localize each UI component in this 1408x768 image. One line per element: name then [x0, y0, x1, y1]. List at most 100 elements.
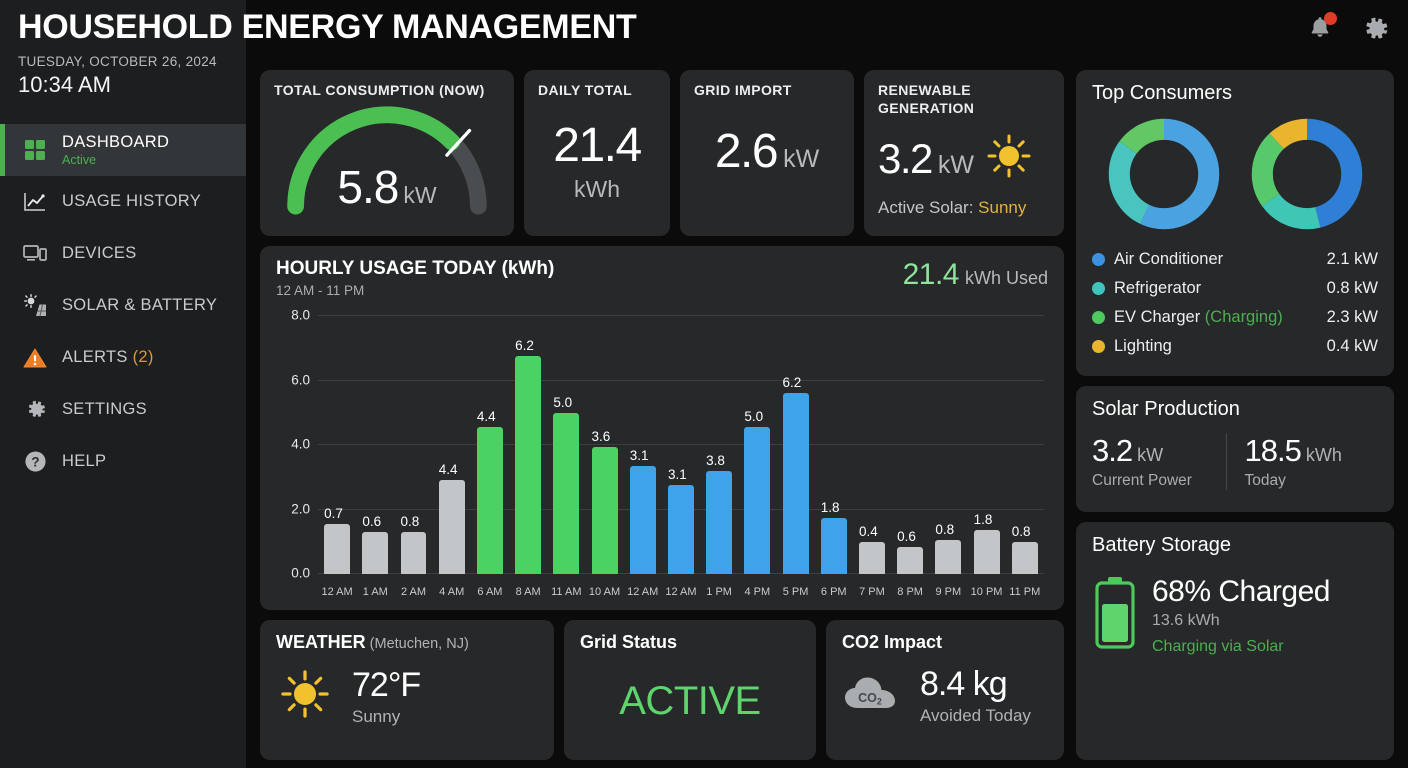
legend-item[interactable]: EV Charger (Charging) 2.3 kW [1092, 303, 1378, 332]
chart-bar-slot[interactable]: 0.8 [394, 316, 432, 574]
weather-temperature: 72°F [352, 666, 421, 704]
chart-bar-slot[interactable]: 3.1 [662, 316, 700, 574]
chart-bar-slot[interactable]: 0.8 [929, 316, 967, 574]
chart-bar-slot[interactable]: 0.6 [891, 316, 929, 574]
sidebar-item-alerts[interactable]: ALERTS (2) [0, 332, 246, 384]
chart-bar-label: 0.6 [897, 528, 916, 544]
sidebar-item-dashboard[interactable]: DASHBOARD Active [0, 123, 246, 176]
grid-import-value: 2.6 [714, 124, 779, 178]
chart-bar-slot[interactable]: 0.7 [318, 316, 356, 574]
chart-bar[interactable]: 0.7 [324, 506, 351, 574]
sidebar-item-devices[interactable]: DEVICES [0, 228, 246, 280]
daily-total-value: 21.4 [553, 118, 642, 172]
chart-x-tick: 5 PM [782, 586, 809, 598]
sidebar-item-usage-history[interactable]: USAGE HISTORY [0, 176, 246, 228]
chart-bars: 0.7 0.6 0.8 4.4 4.4 6.2 5.0 3.6 3.1 3.1 3.8 5.0 6.2 1… [318, 316, 1044, 574]
question-circle-icon: ? [22, 449, 48, 475]
chart-bar[interactable]: 0.4 [858, 524, 885, 574]
main-content: TOTAL CONSUMPTION (NOW) 5.8 kW DAILY TO [246, 0, 1408, 768]
co2-body: CO2 8.4 kg Avoided Today [842, 665, 1048, 726]
chart-y-tick: 8.0 [291, 307, 310, 323]
chart-bar-slot[interactable]: 0.4 [853, 316, 891, 574]
sidebar-item-solar-battery[interactable]: SOLAR & BATTERY [0, 280, 246, 332]
chart-bar[interactable]: 5.0 [553, 395, 580, 574]
gauge-unit: kW [403, 181, 437, 208]
legend-item[interactable]: Air Conditioner 2.1 kW [1092, 245, 1378, 274]
chart-bar[interactable]: 6.2 [515, 338, 542, 574]
chart-x-tick: 10 AM [588, 586, 621, 598]
chart-bar-slot[interactable]: 4.4 [471, 316, 509, 574]
chart-bar[interactable]: 0.6 [362, 514, 389, 574]
chart-bar[interactable]: 3.1 [667, 467, 694, 574]
donut-segment[interactable] [1108, 118, 1219, 230]
legend-item[interactable]: Lighting 0.4 kW [1092, 332, 1378, 361]
chart-bar-slot[interactable]: 3.6 [585, 316, 623, 574]
chart-bar[interactable]: 3.8 [706, 453, 733, 574]
chart-bar-slot[interactable]: 5.0 [738, 316, 776, 574]
battery-state: Charging via Solar [1152, 638, 1284, 655]
chart-bar[interactable]: 4.4 [438, 462, 465, 574]
daily-total-unit: kWh [574, 175, 620, 202]
chart-x-tick: 6 PM [820, 586, 847, 598]
legend-item[interactable]: Refrigerator 0.8 kW [1092, 274, 1378, 303]
chart-x-tick: 10 PM [970, 586, 1003, 598]
chart-bar-slot[interactable]: 0.8 [1006, 316, 1044, 574]
weather-condition: Sunny [352, 707, 401, 726]
chart-x-tick: 11 AM [551, 586, 582, 598]
gauge-readout: 5.8 kW [274, 160, 500, 214]
sun-icon [276, 665, 334, 728]
donut-segment[interactable] [1108, 118, 1219, 230]
chart-bar-label: 3.1 [629, 447, 649, 463]
donut-segment[interactable] [1251, 118, 1362, 230]
page-title: HOUSEHOLD ENERGY MANAGEMENT [18, 8, 637, 46]
solar-current-value: 3.2 [1092, 433, 1133, 468]
chart-bar-slot[interactable]: 5.0 [547, 316, 585, 574]
sidebar-item-settings[interactable]: SETTINGS [0, 384, 246, 436]
chart-bar[interactable]: 1.8 [973, 512, 1000, 574]
daily-total-readout: 21.4 kWh [538, 118, 656, 203]
chart-bar[interactable]: 6.2 [782, 375, 809, 574]
bottom-row: WEATHER (Metuchen, NJ) [260, 620, 1064, 760]
chart-bar-slot[interactable]: 6.2 [776, 316, 814, 574]
sidebar-item-help[interactable]: ? HELP [0, 436, 246, 488]
chart-bar[interactable]: 0.8 [1011, 524, 1038, 574]
chart-bar-slot[interactable]: 1.8 [967, 316, 1005, 574]
chart-bar[interactable]: 1.8 [820, 500, 847, 574]
chart-bar-slot[interactable]: 4.4 [433, 316, 471, 574]
legend-item-name: Air Conditioner [1114, 250, 1224, 268]
sidebar-item-label: DASHBOARD [62, 132, 170, 151]
sidebar-item-label: DEVICES [62, 244, 137, 263]
donut-segment[interactable] [1251, 118, 1362, 230]
chart-title: HOURLY USAGE TODAY (kWh) [276, 258, 555, 279]
chart-y-tick: 4.0 [291, 436, 310, 452]
card-grid-status: Grid Status ACTIVE [564, 620, 816, 760]
chart-y-tick: 0.0 [291, 565, 310, 581]
donut-segment[interactable] [1251, 118, 1362, 230]
chart-bar-slot[interactable]: 3.1 [624, 316, 662, 574]
solar-current-power: 3.2 kW Current Power [1092, 433, 1226, 490]
card-title: TOTAL CONSUMPTION (NOW) [274, 82, 485, 98]
chart-bar[interactable]: 0.6 [897, 529, 924, 574]
devices-icon [22, 241, 48, 267]
left-column: TOTAL CONSUMPTION (NOW) 5.8 kW DAILY TO [260, 70, 1064, 760]
chart-bar[interactable]: 3.6 [591, 429, 618, 574]
notifications-button[interactable] [1306, 12, 1337, 44]
chart-bar[interactable]: 0.8 [400, 514, 427, 574]
chart-bar-slot[interactable]: 6.2 [509, 316, 547, 574]
chart-bar[interactable]: 5.0 [744, 409, 771, 574]
settings-button[interactable] [1360, 14, 1390, 44]
sidebar-item-label: SETTINGS [62, 400, 147, 419]
chart-bar[interactable]: 4.4 [476, 409, 503, 574]
legend-item-value: 0.4 kW [1326, 337, 1378, 355]
battery-kwh: 13.6 kWh [1152, 612, 1220, 629]
chart-bar-label: 1.8 [820, 499, 840, 515]
chart-bar-slot[interactable]: 1.8 [815, 316, 853, 574]
co2-sublabel: Avoided Today [920, 706, 1031, 725]
card-title: Solar Production [1092, 398, 1240, 420]
chart-bar[interactable]: 3.1 [629, 448, 656, 574]
chart-bar[interactable]: 0.8 [935, 522, 962, 574]
card-title: GRID IMPORT [694, 82, 792, 98]
chart-bar-slot[interactable]: 3.8 [700, 316, 738, 574]
chart-bar-slot[interactable]: 0.6 [356, 316, 394, 574]
grid-import-unit: kW [783, 144, 820, 173]
